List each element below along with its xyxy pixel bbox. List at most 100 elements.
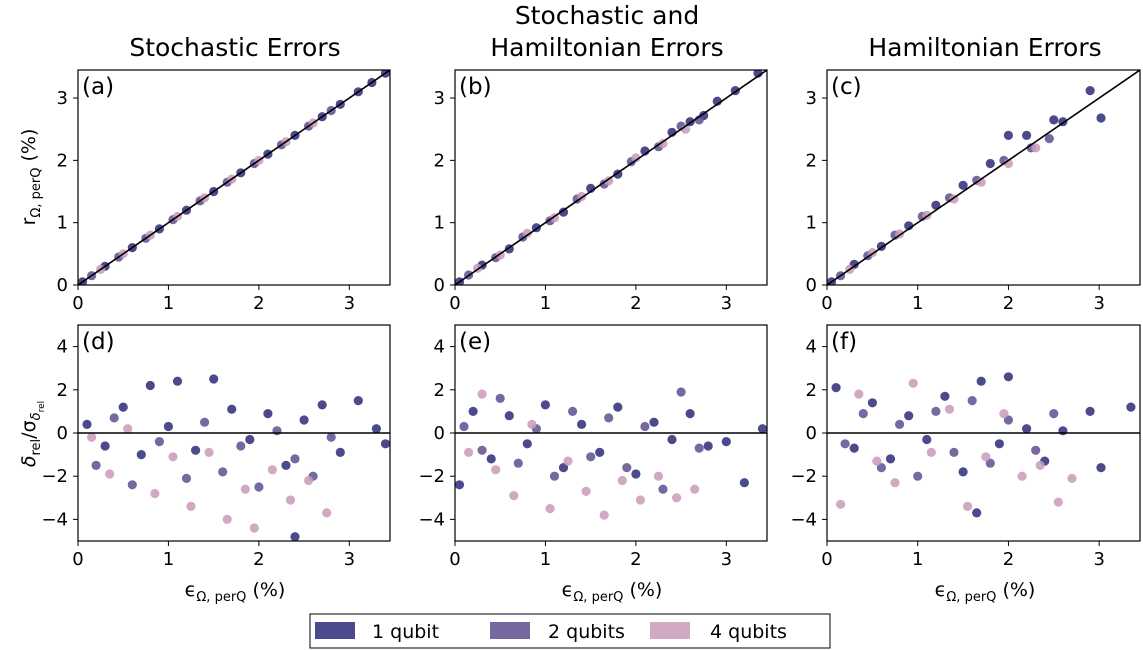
svg-text:δrel/σδrel: δrel/σδrel [18, 401, 47, 467]
panel-label: (f) [831, 329, 857, 355]
y-tick-label: −2 [790, 466, 817, 487]
data-point [486, 454, 496, 464]
data-point [272, 426, 282, 436]
data-point [304, 475, 314, 486]
data-point [254, 482, 264, 492]
x-tick-label: 1 [163, 549, 174, 570]
data-point [895, 419, 905, 429]
data-point [831, 383, 841, 393]
y-tick-label: 0 [434, 423, 445, 444]
y-tick-label: 1 [806, 213, 817, 234]
data-point [326, 432, 336, 442]
panel-label: (c) [831, 74, 862, 100]
y-tick-label: 3 [434, 88, 445, 109]
data-point [836, 499, 846, 509]
data-point [757, 424, 767, 434]
data-point [495, 393, 505, 403]
x-tick-label: 3 [1093, 293, 1104, 314]
data-point [890, 478, 900, 488]
data-point [985, 158, 995, 169]
x-tick-label: 0 [821, 293, 832, 314]
data-point [963, 501, 973, 511]
data-point [613, 402, 623, 412]
data-point [299, 415, 309, 425]
y-tick-label: −2 [418, 466, 445, 487]
data-point [527, 419, 537, 429]
data-point [322, 508, 332, 518]
data-point [477, 445, 487, 455]
data-point [985, 458, 995, 468]
data-point [1067, 473, 1077, 483]
data-point [577, 419, 587, 429]
data-point [245, 434, 255, 445]
x-tick-label: 3 [344, 293, 355, 314]
y-tick-label: 2 [806, 380, 817, 401]
series-2-qubits [840, 396, 1059, 481]
data-point [317, 400, 327, 410]
data-point [118, 402, 128, 412]
data-point [168, 452, 178, 462]
data-point [1085, 86, 1095, 96]
data-point [522, 439, 532, 449]
x-tick-label: 0 [72, 549, 83, 570]
data-point [200, 417, 210, 427]
data-point [944, 404, 955, 414]
data-point [1096, 113, 1106, 123]
y-tick-label: 3 [57, 88, 68, 109]
data-point [100, 441, 110, 451]
data-point [82, 419, 92, 429]
x-tick-label: 1 [912, 293, 923, 314]
data-point [558, 207, 569, 217]
legend-label-4-qubits: 4 qubits [710, 621, 787, 643]
data-point [595, 447, 605, 457]
data-point [685, 409, 695, 419]
data-point [972, 508, 982, 518]
data-point [263, 409, 273, 419]
data-point [940, 391, 950, 401]
data-point [236, 441, 246, 451]
data-point [994, 439, 1005, 449]
data-point [513, 458, 523, 468]
data-point [631, 469, 641, 479]
data-point [999, 409, 1009, 419]
x-axis-label-3: ϵΩ, perQ (%) [935, 579, 1036, 605]
legend: 1 qubit 2 qubits 4 qubits [309, 613, 831, 649]
x-tick-label: 3 [344, 549, 355, 570]
x-tick-label: 2 [630, 549, 641, 570]
reference-line [455, 70, 767, 285]
series-4-qubits [845, 143, 1041, 274]
data-point [658, 138, 668, 149]
data-point [581, 486, 591, 496]
data-point [127, 480, 137, 490]
data-point [658, 484, 668, 494]
y-tick-label: 1 [57, 213, 68, 234]
data-point [586, 452, 596, 462]
data-point [549, 471, 560, 481]
data-point [509, 491, 519, 501]
bottom-y-axis-label: δrel/σδrel [18, 401, 47, 467]
y-tick-label: 0 [806, 423, 817, 444]
data-point [872, 456, 882, 466]
data-point [1022, 424, 1032, 434]
panels: (a) 0 1 2 3 0 1 2 3 (b) 0 1 2 3 0 1 2 3 (c) 0 1 2 3 0 1 2 3 (d) −4 −2… [41, 69, 1141, 570]
series-1-qubit [82, 374, 390, 541]
plot-area [455, 70, 767, 285]
y-tick-label: −2 [41, 466, 68, 487]
axes-frame [77, 69, 391, 286]
x-tick-label: 3 [721, 293, 732, 314]
y-tick-label: 3 [806, 88, 817, 109]
data-point [1035, 460, 1045, 470]
axes-frame [826, 69, 1141, 286]
panel-e: (e) −4 −2 0 2 4 0 1 2 3 [418, 324, 768, 570]
x-tick-label: 1 [163, 293, 174, 314]
data-point [91, 460, 101, 470]
data-point [154, 437, 164, 447]
x-tick-label: 1 [540, 549, 551, 570]
x-tick-label: 2 [253, 293, 264, 314]
series-4-qubits [87, 424, 332, 533]
panel-label: (e) [459, 329, 491, 355]
data-point [1126, 402, 1136, 412]
legend-frame [309, 613, 831, 649]
panel-f: (f) −4 −2 0 2 4 0 1 2 3 [790, 324, 1141, 570]
